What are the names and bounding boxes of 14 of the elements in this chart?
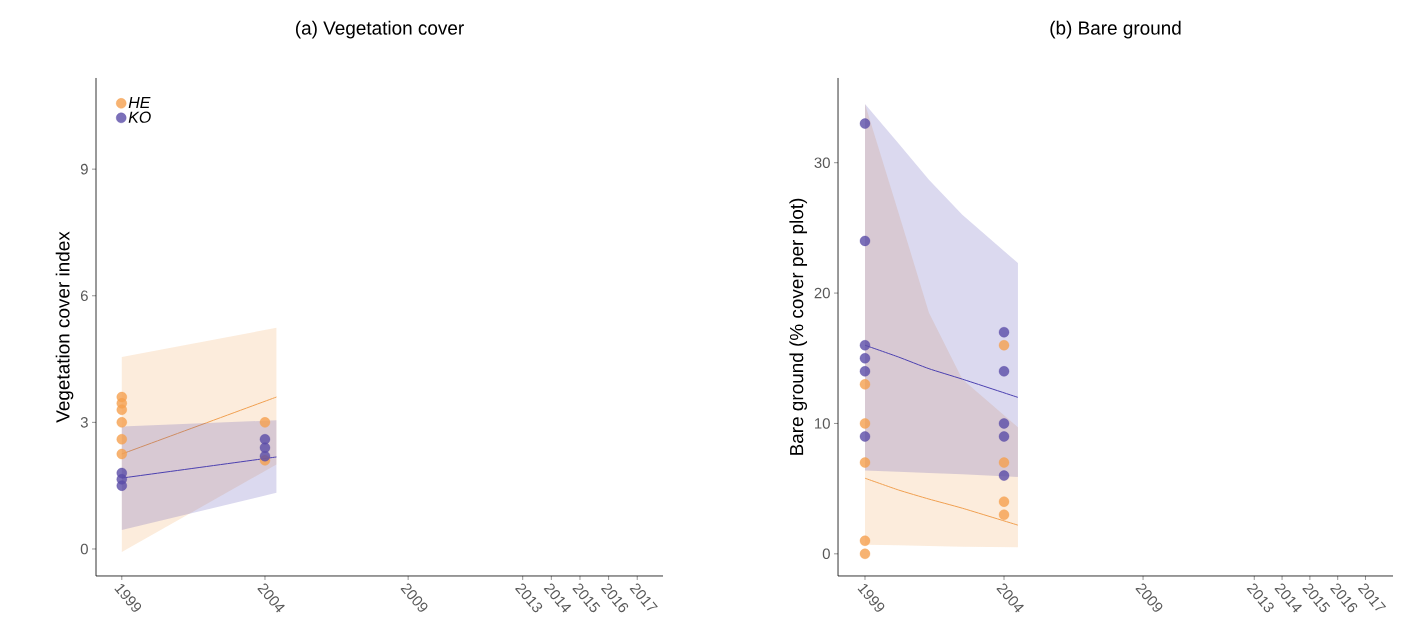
y-tick-label: 9 xyxy=(80,163,88,175)
y-tick-label: 10 xyxy=(815,418,830,429)
y-tick-label: 0 xyxy=(80,543,88,555)
y-tick-label: 6 xyxy=(80,290,88,302)
y-tick-label: 3 xyxy=(80,417,88,428)
y-tick-label: 0 xyxy=(822,548,830,560)
y-axis-title: Bare ground (% cover per plot) xyxy=(789,198,808,455)
chart-title: (b) Bare ground xyxy=(1050,20,1181,39)
chart-title: (a) Vegetation cover xyxy=(295,20,464,39)
y-tick-label: 30 xyxy=(814,157,830,168)
legend-label: KO xyxy=(128,111,151,123)
y-axis-title: Vegetation cover index xyxy=(55,231,74,423)
legend-label: HE xyxy=(128,97,151,109)
y-tick-label: 20 xyxy=(814,287,830,299)
